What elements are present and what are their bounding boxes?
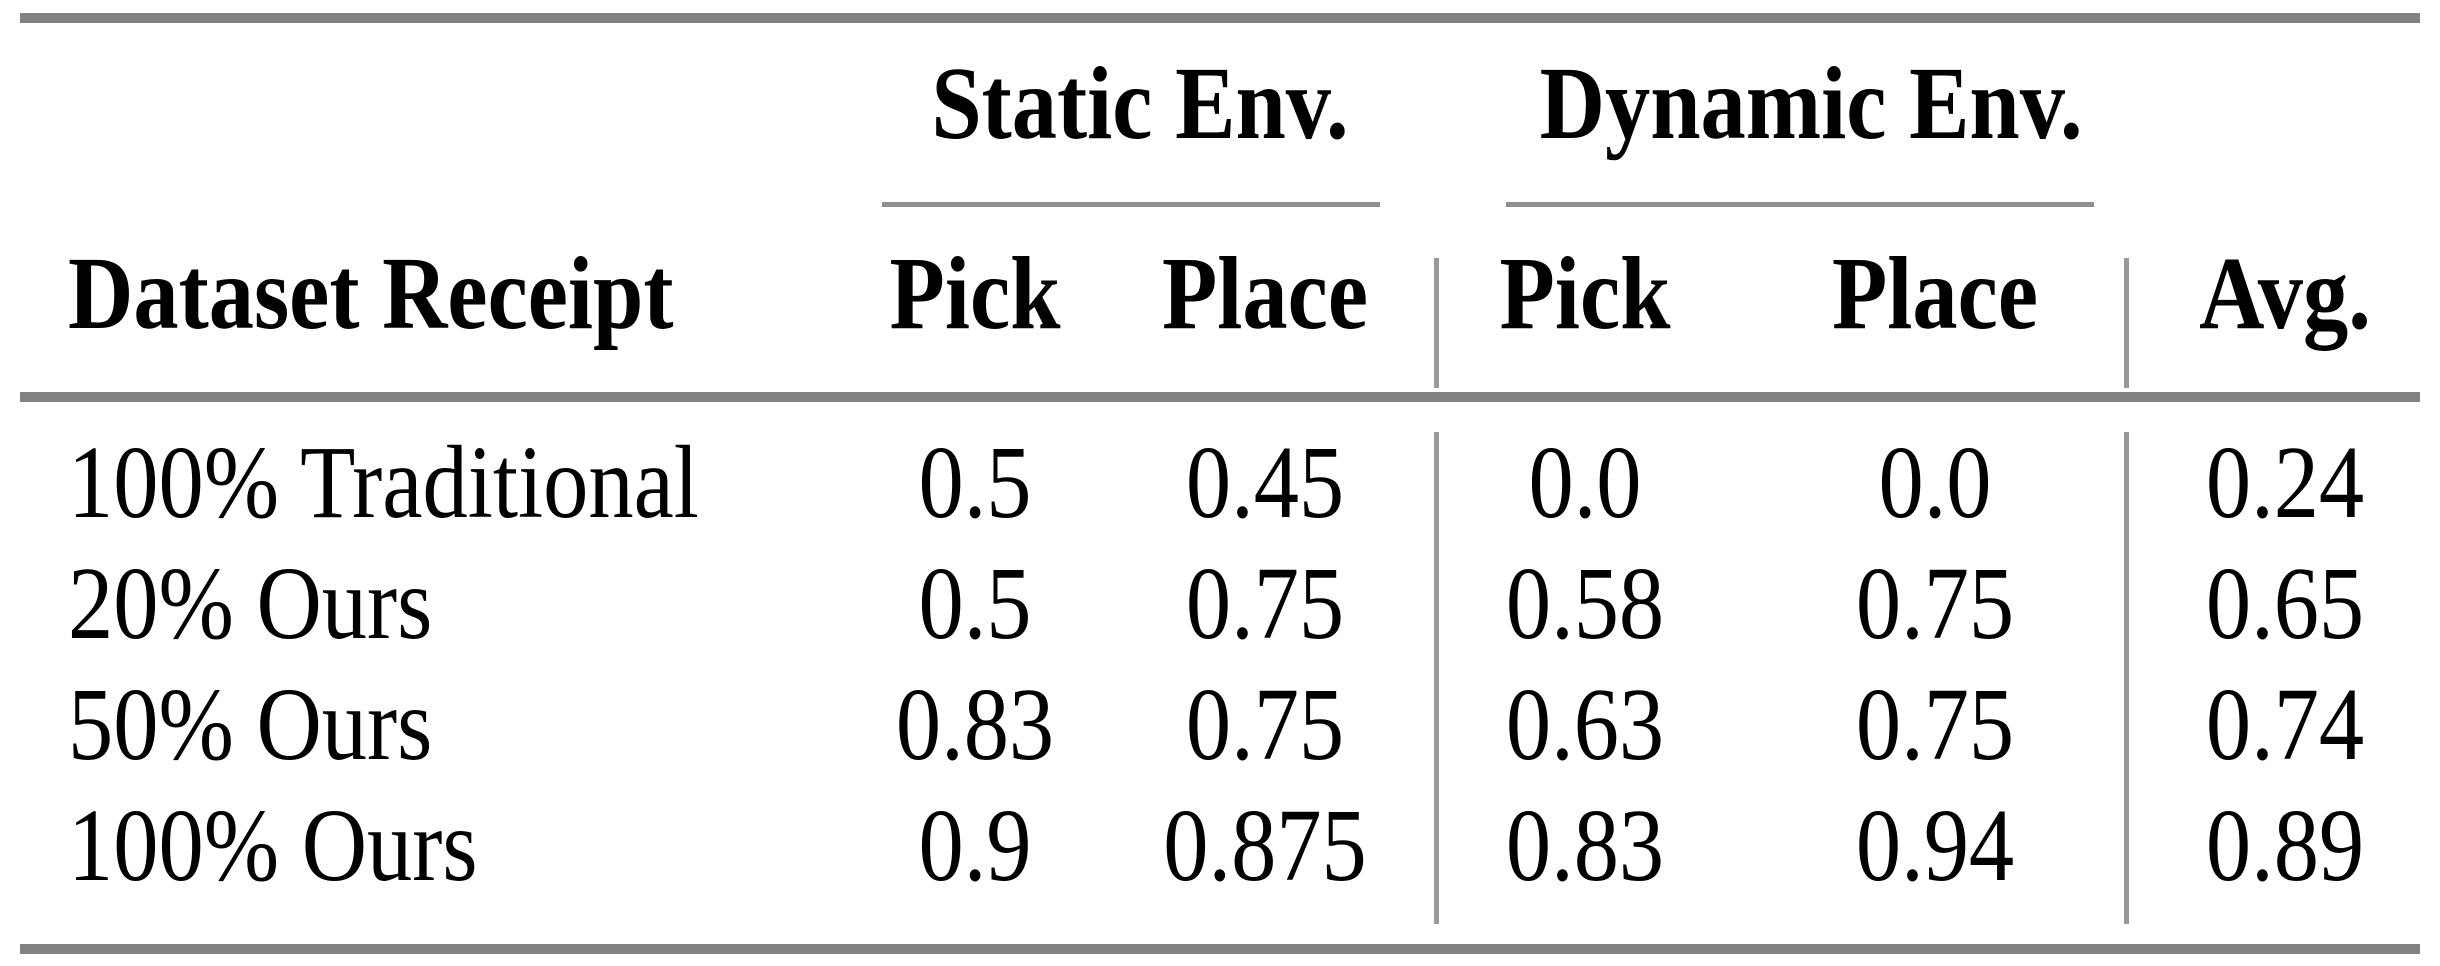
cell-value: 0.75 bbox=[1185, 667, 1345, 782]
cell-value: 0.875 bbox=[1163, 788, 1367, 903]
bottom-rule bbox=[20, 944, 2420, 954]
cmidrule-static-env bbox=[882, 202, 1380, 207]
mid-rule bbox=[20, 392, 2420, 402]
row-label: 50% Ours bbox=[68, 667, 433, 782]
column-header-static-place: Place bbox=[1162, 236, 1368, 351]
cell-value: 0.45 bbox=[1185, 425, 1345, 540]
row-label: 100% Traditional bbox=[68, 425, 699, 540]
row-label: 20% Ours bbox=[68, 546, 433, 661]
column-header-dataset-receipt: Dataset Receipt bbox=[68, 236, 674, 351]
row-label: 100% Ours bbox=[68, 788, 478, 903]
cell-value: 0.58 bbox=[1505, 546, 1665, 661]
vline-dynamic-avg-header bbox=[2124, 258, 2129, 388]
cell-value: 0.5 bbox=[918, 425, 1032, 540]
cell-value: 0.24 bbox=[2205, 425, 2365, 540]
column-header-avg: Avg. bbox=[2199, 236, 2371, 351]
cell-value: 0.0 bbox=[1878, 425, 1992, 540]
cell-value: 0.75 bbox=[1855, 667, 2015, 782]
cell-value: 0.9 bbox=[918, 788, 1032, 903]
group-header-static-env: Static Env. bbox=[931, 46, 1349, 161]
top-rule bbox=[20, 13, 2420, 23]
cmidrule-dynamic-env bbox=[1506, 202, 2094, 207]
column-header-static-pick: Pick bbox=[889, 236, 1061, 351]
cell-value: 0.75 bbox=[1855, 546, 2015, 661]
cell-value: 0.83 bbox=[1505, 788, 1665, 903]
cell-value: 0.89 bbox=[2205, 788, 2365, 903]
cell-value: 0.75 bbox=[1185, 546, 1345, 661]
vline-static-dynamic-header bbox=[1434, 258, 1439, 388]
cell-value: 0.74 bbox=[2205, 667, 2365, 782]
cell-value: 0.94 bbox=[1855, 788, 2015, 903]
column-header-dynamic-pick: Pick bbox=[1499, 236, 1671, 351]
cell-value: 0.5 bbox=[918, 546, 1032, 661]
vline-dynamic-avg-body bbox=[2124, 432, 2129, 924]
cell-value: 0.65 bbox=[2205, 546, 2365, 661]
cell-value: 0.83 bbox=[895, 667, 1055, 782]
vline-static-dynamic-body bbox=[1434, 432, 1439, 924]
cell-value: 0.63 bbox=[1505, 667, 1665, 782]
cell-value: 0.0 bbox=[1528, 425, 1642, 540]
group-header-dynamic-env: Dynamic Env. bbox=[1539, 46, 2083, 161]
column-header-dynamic-place: Place bbox=[1832, 236, 2038, 351]
